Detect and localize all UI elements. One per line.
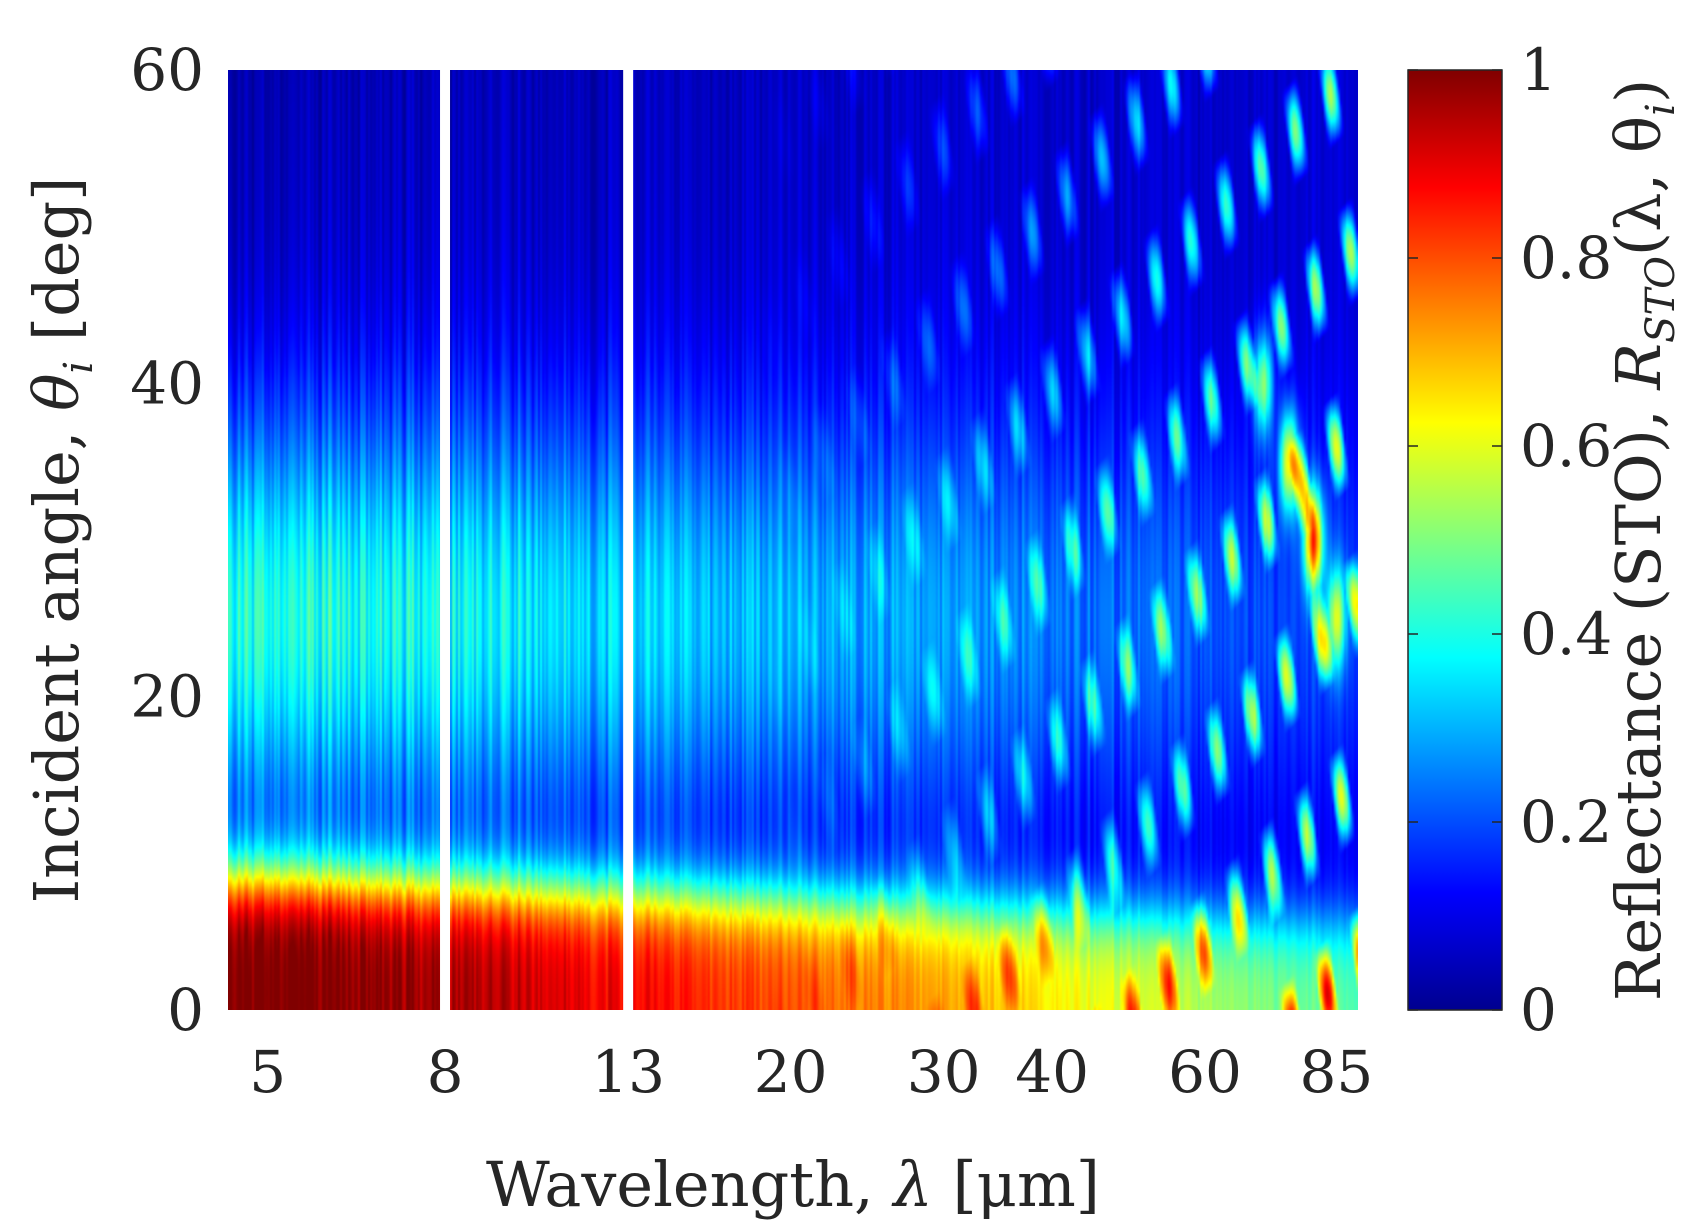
wavelength-gap [623, 70, 634, 1010]
y-axis-label: Incident angle, θi [deg] [20, 177, 102, 904]
y-tick-label: 0 [167, 976, 204, 1044]
colorbar: 0 0.2 0.4 0.6 0.8 1 Reflectance (STO), RSTO(λ… [1407, 36, 1681, 1044]
x-tick-label: 40 [1015, 1038, 1089, 1106]
y-axis-ticks: 0 20 40 60 [130, 36, 204, 1044]
x-tick-label: 13 [591, 1038, 665, 1106]
colorbar-label: Reflectance (STO), RSTO(λ, θi) [1602, 79, 1681, 1001]
x-tick-label: 20 [754, 1038, 828, 1106]
x-tick-label: 8 [427, 1038, 464, 1106]
x-axis-label: Wavelength, λ [μm] [486, 1148, 1100, 1221]
colorbar-tick-label: 1 [1520, 36, 1557, 104]
y-tick-label: 60 [130, 36, 204, 104]
heatmap-plot-area [228, 70, 1358, 1010]
colorbar-tick-label: 0.2 [1520, 788, 1612, 856]
colorbar-gradient [1407, 69, 1503, 1011]
colorbar-tick-label: 0.4 [1520, 600, 1612, 668]
x-axis-ticks: 5 8 13 20 30 40 60 85 [249, 1038, 1373, 1106]
colorbar-tick-label: 0.6 [1520, 412, 1612, 480]
wavelength-gap [440, 70, 451, 1010]
wavelength-gaps [440, 70, 634, 1010]
x-tick-label: 30 [907, 1038, 981, 1106]
x-tick-label: 85 [1300, 1038, 1374, 1106]
x-tick-label: 5 [249, 1038, 286, 1106]
y-tick-label: 40 [130, 349, 204, 417]
colorbar-tick-label: 0 [1520, 976, 1557, 1044]
colorbar-tick-label: 0.8 [1520, 224, 1612, 292]
y-tick-label: 20 [130, 663, 204, 731]
heatmap-image [228, 70, 1358, 1010]
colorbar-ticks: 0 0.2 0.4 0.6 0.8 1 [1408, 36, 1612, 1044]
x-tick-label: 60 [1168, 1038, 1242, 1106]
